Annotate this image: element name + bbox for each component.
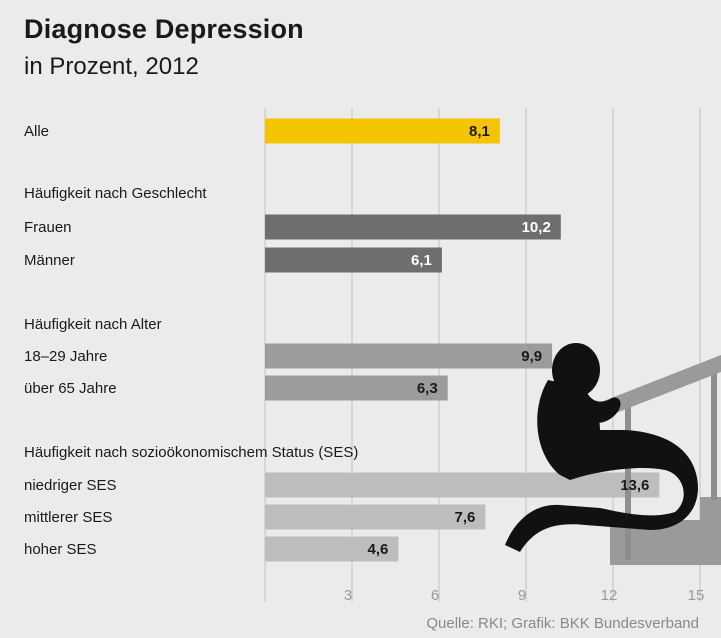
value-label: 7,6 — [455, 509, 476, 526]
bar — [265, 214, 561, 240]
bar — [265, 472, 660, 498]
bar — [265, 536, 399, 562]
value-label: 10,2 — [522, 219, 551, 236]
group-label: Häufigkeit nach Alter — [24, 316, 162, 333]
group-label: Häufigkeit nach Geschlecht — [24, 185, 207, 202]
bar — [265, 343, 553, 369]
bar — [265, 118, 500, 144]
handrail-post — [711, 370, 717, 500]
row-label: Alle — [24, 123, 49, 140]
bar — [265, 504, 486, 530]
row-label: Männer — [24, 252, 75, 269]
chart-subtitle: in Prozent, 2012 — [24, 53, 199, 80]
handrail-post — [625, 402, 631, 560]
group-label: Häufigkeit nach soziоökonomischem Status… — [24, 444, 358, 461]
bar — [265, 247, 442, 273]
x-tick-label: 6 — [431, 587, 439, 604]
x-axis: 3 6 9 12 15 — [344, 587, 705, 604]
person-arm — [568, 388, 621, 424]
labels: Alle 8,1 Häufigkeit nach Geschlecht Frauen 1… — [24, 123, 649, 558]
value-label: 4,6 — [368, 541, 389, 558]
person-body — [505, 380, 698, 552]
sitting-person-illustration — [505, 343, 721, 565]
row-label: über 65 Jahre — [24, 380, 117, 397]
row-label: 18–29 Jahre — [24, 348, 107, 365]
x-tick-label: 9 — [518, 587, 526, 604]
row-label: hoher SES — [24, 541, 97, 558]
value-label: 9,9 — [521, 348, 542, 365]
x-tick-label: 15 — [688, 587, 705, 604]
row-label: Frauen — [24, 219, 72, 236]
bar — [265, 375, 448, 401]
bars — [265, 118, 660, 562]
row-label: niedriger SES — [24, 477, 117, 494]
value-label: 6,3 — [417, 380, 438, 397]
handrail — [596, 355, 721, 420]
stair-step — [610, 497, 721, 565]
x-tick-label: 12 — [601, 587, 618, 604]
row-label: mittlerer SES — [24, 509, 112, 526]
value-label: 6,1 — [411, 252, 432, 269]
source-note: Quelle: RKI; Grafik: BKK Bundesverband — [426, 615, 699, 632]
x-tick-label: 3 — [344, 587, 352, 604]
chart-title: Diagnose Depression — [24, 14, 304, 44]
value-label: 13,6 — [620, 477, 649, 494]
value-label: 8,1 — [469, 123, 490, 140]
